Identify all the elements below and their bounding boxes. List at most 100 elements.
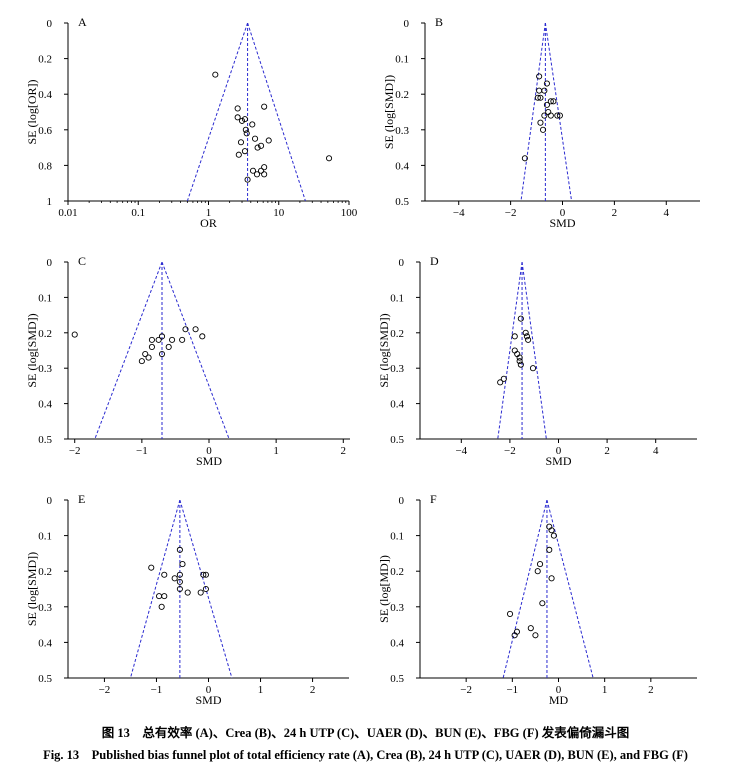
study-point <box>548 575 555 582</box>
x-tick-label: −4 <box>453 207 465 219</box>
y-tick-label: 0 <box>47 18 53 30</box>
y-tick-label: 0.3 <box>390 602 404 614</box>
study-point <box>521 155 528 162</box>
funnel-plot-d: 0 0.1 0.2 0.3 0.4 0.5 −4 −2 0 2 4 SMD SE (log[SMD]) D <box>377 254 697 468</box>
x-tick-label: 2 <box>604 445 610 457</box>
panel-label-d: D <box>430 254 439 268</box>
study-point <box>516 354 523 361</box>
study-point <box>536 561 544 568</box>
study-point <box>148 343 155 351</box>
study-point <box>165 343 172 351</box>
x-axis-label: SMD <box>195 693 221 707</box>
funnel-plot-b: 0 0.1 0.2 0.3 0.4 0.5 −4 −2 0 2 4 SMD SE (log[SMD]) B <box>382 15 700 230</box>
x-tick-label: 1 <box>273 445 279 457</box>
study-point <box>543 101 550 108</box>
study-point <box>176 585 183 593</box>
study-point <box>258 142 265 149</box>
funnel-left-line <box>186 23 249 201</box>
study-point <box>202 585 209 593</box>
study-point <box>525 336 532 343</box>
y-tick-label: 0.2 <box>390 328 404 340</box>
x-tick-label: 0 <box>206 684 212 696</box>
y-tick-label: 0.1 <box>390 531 404 543</box>
y-tick-label: 0.3 <box>38 602 52 614</box>
study-point <box>145 354 152 361</box>
x-tick-label: 1 <box>206 207 212 219</box>
study-point <box>534 94 541 101</box>
x-axis-label: SMD <box>549 216 575 230</box>
y-axis-label: SE (log[SMD]) <box>382 75 396 149</box>
study-point <box>179 561 186 568</box>
study-point <box>171 575 178 582</box>
funnel-lines <box>94 262 230 439</box>
panel-label-b: B <box>435 15 443 29</box>
study-point <box>550 532 557 539</box>
y-tick-label: 0.3 <box>38 363 52 375</box>
study-point <box>176 546 183 553</box>
study-point <box>148 564 155 571</box>
study-point <box>541 112 548 119</box>
study-point <box>522 329 529 336</box>
study-point <box>261 164 268 171</box>
funnel-left-line <box>520 23 546 201</box>
y-tick-label: 0.5 <box>38 673 52 685</box>
x-tick-label: −2 <box>99 684 111 696</box>
funnel-plot-e: 0 0.1 0.2 0.3 0.4 0.5 −2 −1 0 1 2 SMD SE (log[SMD]) E <box>25 492 349 707</box>
y-tick-label: 0.3 <box>395 125 409 137</box>
funnel-lines <box>186 23 306 201</box>
y-tick-label: 0.5 <box>390 673 404 685</box>
study-point <box>517 315 524 322</box>
funnel-left-line <box>497 262 523 439</box>
panel-label-a: A <box>78 15 87 29</box>
study-point <box>235 151 242 158</box>
y-tick-label: 0.1 <box>395 54 409 66</box>
figure-caption-english: Fig. 13 Published bias funnel plot of to… <box>43 748 688 762</box>
x-tick-label: 4 <box>664 207 670 219</box>
y-tick-label: 0.1 <box>38 531 52 543</box>
y-tick-label: 0.4 <box>38 399 52 411</box>
y-tick-label: 0.2 <box>38 566 52 578</box>
y-tick-label: 0 <box>47 495 53 507</box>
x-tick-label: 0 <box>560 207 566 219</box>
y-axis-label: SE (log[SMD]) <box>25 552 39 626</box>
funnel-right-line <box>247 23 306 201</box>
study-point <box>241 148 248 155</box>
study-point <box>534 568 541 575</box>
study-point <box>142 350 149 358</box>
panel-label-c: C <box>78 254 86 268</box>
x-tick-label: −1 <box>136 445 148 457</box>
x-tick-label: 4 <box>653 445 659 457</box>
x-tick-label: 0 <box>556 684 562 696</box>
study-point <box>523 333 530 340</box>
y-tick-label: 0.4 <box>38 637 52 649</box>
study-point <box>254 144 261 151</box>
y-tick-label: 0.2 <box>395 89 409 101</box>
x-tick-label: 0.1 <box>131 207 145 219</box>
study-point <box>161 571 168 578</box>
study-point <box>536 73 543 80</box>
study-point <box>192 326 199 333</box>
panel-label-e: E <box>78 492 85 506</box>
study-point <box>176 571 183 578</box>
funnel-lines <box>497 262 547 439</box>
study-point <box>537 94 544 101</box>
x-axis-label: SMD <box>196 454 222 468</box>
study-point <box>539 126 547 133</box>
x-tick-label: −2 <box>460 684 472 696</box>
study-point <box>511 333 518 340</box>
figure-caption-chinese: 图 13 总有效率 (A)、Crea (B)、24 h UTP (C)、UAER… <box>101 726 630 740</box>
study-point <box>550 98 557 105</box>
y-tick-label: 0 <box>47 257 53 269</box>
funnel-plot-f: 0 0.1 0.2 0.3 0.4 0.5 −2 −1 0 1 2 MD SE (log[MD]) F <box>377 492 697 707</box>
funnel-right-line <box>546 500 594 678</box>
study-point <box>261 103 268 110</box>
study-point <box>517 361 524 368</box>
y-tick-label: 0.8 <box>38 160 52 172</box>
y-axis-label: SE (log[SMD]) <box>377 313 391 387</box>
x-tick-label: 0 <box>206 445 212 457</box>
study-point <box>554 112 561 119</box>
funnel-left-line <box>502 500 548 678</box>
study-point <box>506 610 514 617</box>
y-tick-label: 0.6 <box>38 125 52 137</box>
x-tick-label: 1 <box>602 684 608 696</box>
